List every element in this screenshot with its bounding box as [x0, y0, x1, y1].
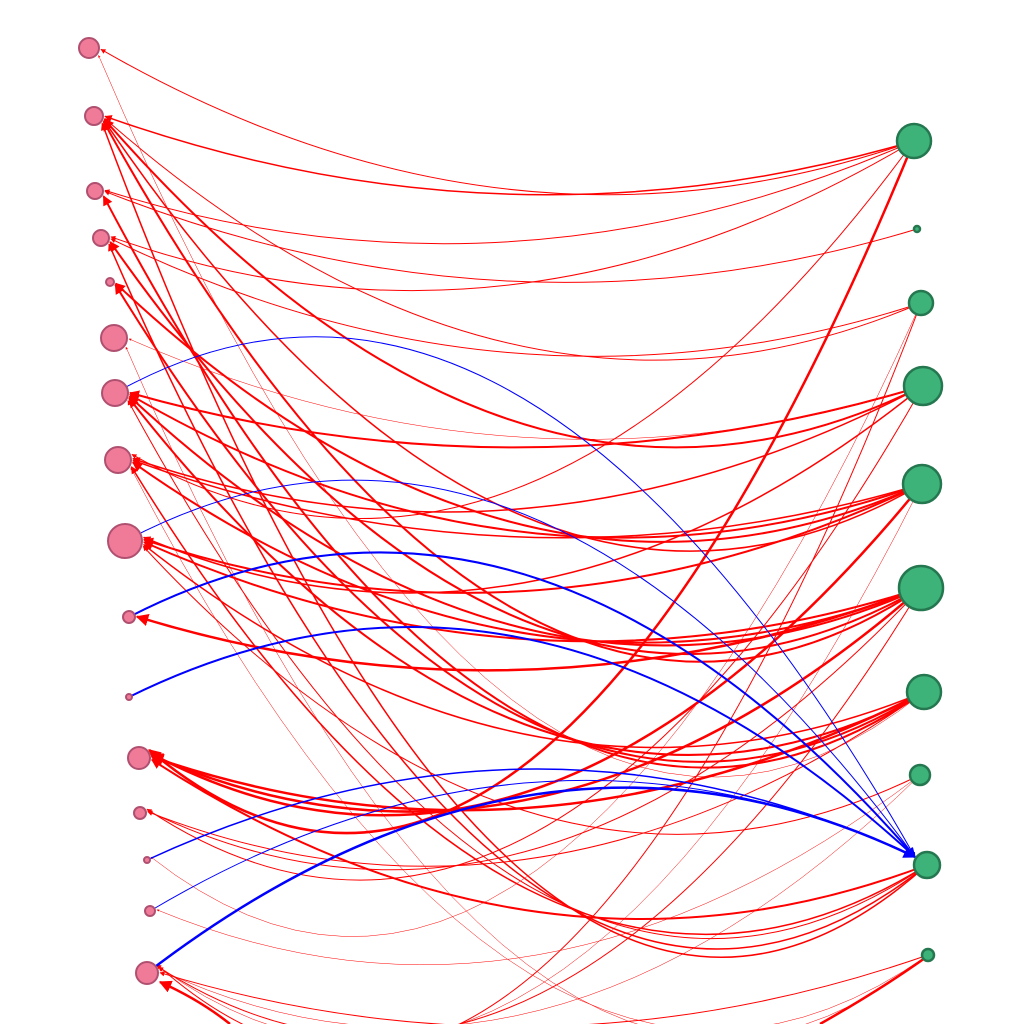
- edge: [103, 118, 924, 449]
- edge: [114, 336, 916, 858]
- edge: [104, 190, 918, 283]
- edge: [150, 587, 922, 813]
- source-node: [125, 693, 133, 701]
- edge: [125, 346, 929, 1024]
- source-node: [86, 182, 104, 200]
- target-node: [912, 850, 942, 880]
- edge: [115, 282, 923, 543]
- edge: [100, 48, 915, 196]
- edge: [157, 483, 923, 1024]
- edge: [110, 140, 915, 292]
- edge: [132, 459, 923, 539]
- edge: [156, 774, 921, 965]
- edge: [135, 586, 922, 672]
- edge: [131, 461, 922, 644]
- source-node: [133, 806, 147, 820]
- source-node: [104, 446, 132, 474]
- target-node: [895, 122, 933, 160]
- source-node: [100, 324, 128, 352]
- edge: [159, 954, 929, 1024]
- edge: [147, 587, 922, 871]
- source-node: [84, 106, 104, 126]
- source-node: [78, 37, 100, 59]
- target-node: [905, 673, 943, 711]
- edge: [128, 397, 925, 756]
- target-node: [912, 224, 922, 234]
- edge: [128, 551, 916, 858]
- edge: [102, 195, 925, 769]
- edge: [109, 241, 922, 655]
- source-node: [107, 523, 143, 559]
- edge: [146, 786, 917, 974]
- edge: [104, 140, 915, 245]
- edge: [159, 774, 921, 1024]
- edge: [124, 479, 916, 858]
- source-node: [127, 746, 151, 770]
- target-node: [907, 289, 935, 317]
- edge: [156, 302, 922, 1024]
- source-node: [135, 961, 159, 985]
- edge: [129, 385, 924, 449]
- edge: [110, 238, 922, 357]
- edge: [147, 691, 925, 867]
- edge: [819, 956, 926, 1024]
- edge: [150, 483, 923, 817]
- target-node: [897, 564, 945, 612]
- edge: [143, 543, 925, 749]
- edge: [101, 122, 928, 958]
- target-node: [920, 947, 936, 963]
- nodes: [78, 37, 945, 985]
- edge: [114, 283, 925, 763]
- target-node: [901, 463, 943, 505]
- edge: [143, 483, 923, 594]
- source-node: [122, 610, 136, 624]
- target-node: [902, 365, 944, 407]
- source-node: [144, 905, 156, 917]
- edge: [128, 395, 922, 647]
- edge: [150, 690, 925, 812]
- edge: [132, 385, 924, 513]
- edge: [130, 467, 929, 1024]
- target-node: [908, 763, 932, 787]
- edge: [104, 118, 922, 361]
- edge: [127, 400, 928, 939]
- edge: [108, 243, 928, 950]
- edges: [98, 48, 929, 1024]
- edge: [129, 393, 923, 539]
- source-node: [143, 856, 151, 864]
- edge: [148, 140, 916, 835]
- edge: [98, 55, 925, 778]
- edge: [151, 758, 928, 921]
- edge: [131, 140, 915, 519]
- edge: [146, 385, 924, 881]
- edge: [142, 385, 924, 594]
- edge: [150, 302, 922, 937]
- edge: [130, 466, 928, 935]
- source-node: [92, 229, 110, 247]
- source-node: [101, 379, 129, 407]
- edge: [102, 120, 922, 663]
- edge: [158, 980, 231, 1024]
- source-node: [105, 277, 115, 287]
- edge: [142, 545, 921, 835]
- edge: [103, 119, 923, 552]
- edge: [128, 626, 916, 858]
- edge: [104, 115, 915, 196]
